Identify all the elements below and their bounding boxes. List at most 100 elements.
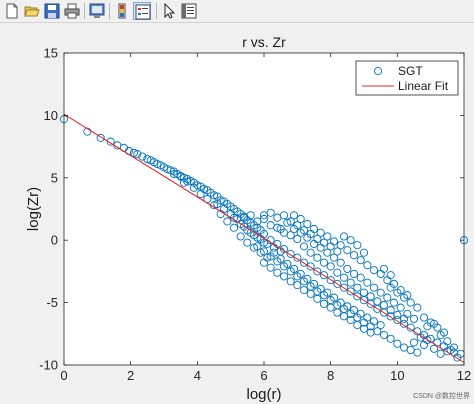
data-point bbox=[346, 309, 355, 318]
data-point bbox=[129, 148, 139, 157]
data-point bbox=[176, 172, 185, 181]
data-point bbox=[386, 334, 395, 343]
data-point bbox=[379, 301, 389, 310]
data-point bbox=[376, 321, 385, 330]
data-point bbox=[273, 268, 282, 277]
data-point bbox=[259, 258, 269, 267]
data-point bbox=[389, 298, 399, 307]
data-point bbox=[293, 234, 302, 244]
data-point bbox=[229, 223, 239, 232]
data-point bbox=[389, 279, 399, 288]
data-point bbox=[266, 208, 275, 217]
data-point bbox=[286, 217, 295, 226]
x-tick-label: 10 bbox=[390, 368, 404, 383]
data-point bbox=[323, 248, 332, 257]
data-point bbox=[346, 287, 355, 296]
data-point bbox=[106, 137, 115, 146]
data-point bbox=[313, 287, 322, 296]
figure-toolbar bbox=[0, 0, 474, 23]
legend-box bbox=[355, 60, 459, 96]
x-tick-label: 0 bbox=[60, 368, 67, 383]
x-tick-label: 2 bbox=[127, 368, 134, 383]
data-point bbox=[196, 189, 205, 199]
data-point bbox=[396, 303, 405, 312]
data-point bbox=[293, 253, 302, 262]
insert-legend-icon[interactable] bbox=[133, 2, 151, 20]
y-tick-label: -10 bbox=[39, 358, 58, 373]
linear-fit-line bbox=[63, 113, 465, 363]
data-point bbox=[313, 267, 322, 276]
data-point bbox=[319, 258, 329, 267]
data-point bbox=[406, 298, 415, 307]
data-point bbox=[299, 226, 309, 235]
data-point bbox=[213, 199, 222, 209]
legend-sgt-label: SGT bbox=[398, 64, 423, 78]
print-preview-icon[interactable] bbox=[88, 2, 106, 20]
y-tick-label: 5 bbox=[51, 170, 58, 185]
data-point bbox=[266, 252, 275, 261]
data-point bbox=[279, 272, 289, 281]
data-point bbox=[286, 267, 295, 276]
data-point bbox=[133, 150, 142, 159]
data-point bbox=[429, 344, 439, 353]
data-point bbox=[413, 303, 422, 312]
data-point bbox=[369, 266, 379, 275]
x-tick-label: 6 bbox=[260, 368, 267, 383]
data-point bbox=[246, 211, 255, 220]
data-point bbox=[353, 241, 362, 250]
data-point bbox=[326, 262, 335, 271]
data-point bbox=[96, 133, 105, 142]
data-point bbox=[339, 283, 349, 292]
data-point bbox=[189, 183, 199, 192]
y-axis-ticks: -10 -5 0 5 10 15 bbox=[39, 46, 464, 373]
new-figure-icon[interactable] bbox=[3, 2, 21, 20]
y-axis-label: log(Zr) bbox=[25, 187, 42, 231]
print-icon[interactable] bbox=[63, 2, 81, 20]
property-editor-icon[interactable] bbox=[180, 2, 198, 20]
data-point bbox=[326, 296, 335, 305]
data-point bbox=[353, 292, 362, 301]
data-point bbox=[279, 262, 289, 271]
data-point bbox=[309, 224, 319, 234]
data-point bbox=[286, 277, 295, 286]
data-point bbox=[209, 191, 219, 200]
insert-colorbar-icon[interactable] bbox=[113, 2, 131, 20]
data-point bbox=[286, 231, 295, 240]
x-tick-label: 12 bbox=[457, 368, 471, 383]
data-point bbox=[286, 249, 295, 258]
x-tick-label: 8 bbox=[327, 368, 334, 383]
open-file-icon[interactable] bbox=[23, 2, 41, 20]
data-point bbox=[319, 291, 329, 300]
data-point bbox=[419, 313, 429, 322]
data-point bbox=[359, 248, 369, 257]
data-point bbox=[296, 214, 305, 224]
data-point bbox=[393, 339, 402, 348]
data-point bbox=[343, 264, 352, 273]
save-icon[interactable] bbox=[43, 2, 61, 20]
data-point bbox=[363, 261, 372, 270]
data-point bbox=[299, 242, 309, 251]
chart-title: r vs. Zr bbox=[242, 34, 286, 50]
data-point bbox=[319, 299, 329, 308]
data-point bbox=[373, 297, 382, 306]
legend-sgt-marker bbox=[373, 66, 383, 76]
data-point bbox=[383, 293, 392, 302]
data-point bbox=[399, 319, 409, 328]
edit-plot-icon[interactable] bbox=[160, 2, 178, 20]
data-point bbox=[363, 278, 372, 287]
data-point bbox=[293, 272, 302, 281]
data-point bbox=[353, 283, 362, 292]
data-point bbox=[223, 217, 232, 226]
data-point bbox=[356, 273, 365, 282]
y-tick-label: 10 bbox=[44, 108, 58, 123]
legend[interactable]: SGT Linear Fit bbox=[355, 60, 459, 96]
data-point bbox=[339, 232, 349, 241]
data-point bbox=[179, 178, 189, 187]
data-point bbox=[323, 232, 332, 241]
figure-canvas: 0 2 4 6 8 10 12 -10 -5 0 5 10 15 r vs. Zr log(r) lo… bbox=[0, 23, 474, 404]
data-point bbox=[376, 269, 385, 278]
data-point bbox=[396, 286, 405, 295]
data-point bbox=[419, 340, 429, 350]
data-point bbox=[373, 327, 382, 336]
data-point bbox=[379, 330, 389, 340]
